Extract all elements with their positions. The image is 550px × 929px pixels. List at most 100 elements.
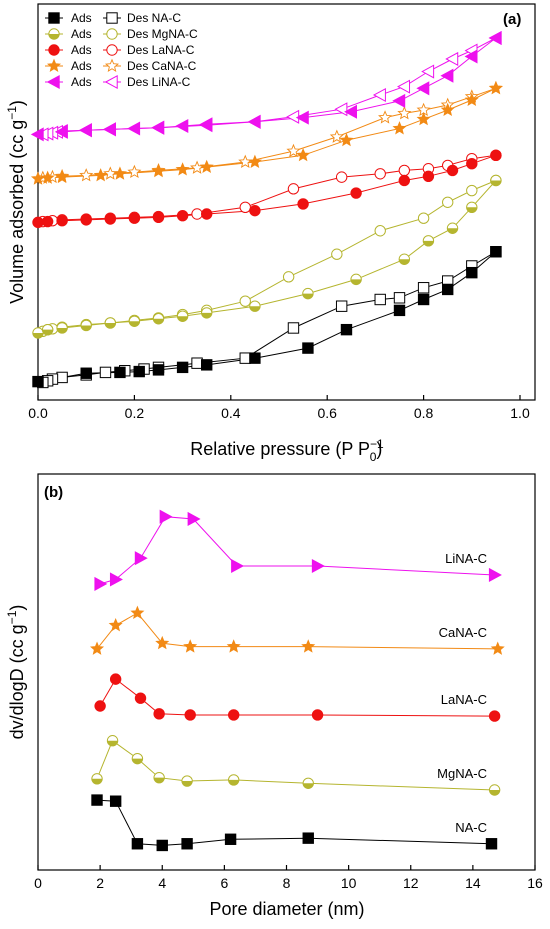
- des-point: [374, 225, 386, 237]
- legend-row-lina-c: Ads Des LiNA-C: [45, 74, 191, 90]
- data-point: [109, 795, 122, 807]
- ads-point: [80, 319, 92, 332]
- series-line: [99, 516, 495, 585]
- data-point: [109, 572, 123, 587]
- x-tick-label: 16: [527, 875, 543, 891]
- series-mgna-c: [32, 174, 502, 339]
- legend-des-marker: [106, 28, 118, 40]
- panel-b: (b) 0 2 4 6 8 10 12 14 16 NA-C MgNA-C LaNA-C CaNA-C…: [5, 473, 543, 919]
- des-point: [127, 164, 142, 179]
- data-point: [302, 832, 314, 844]
- data-point: [155, 635, 170, 650]
- ads-point: [41, 323, 54, 336]
- panel-a-series: [30, 30, 503, 389]
- x-tick-label: 0: [34, 875, 42, 891]
- des-line: [42, 180, 497, 332]
- x-tick-label: 10: [341, 875, 357, 891]
- des-point: [238, 154, 253, 168]
- data-point: [90, 641, 105, 655]
- panel-b-x-axis-title: Pore diameter (nm): [209, 899, 364, 919]
- ads-point: [398, 174, 411, 187]
- ads-point: [201, 359, 213, 371]
- ads-line: [37, 251, 497, 383]
- ads-point: [398, 253, 411, 265]
- ads-point: [249, 352, 261, 364]
- ads-point: [442, 283, 454, 296]
- x-tick-label: 0.6: [317, 405, 337, 421]
- legend-ads-marker: [46, 74, 60, 90]
- data-point: [134, 551, 148, 566]
- legend-des-label: Des MgNA-C: [127, 27, 198, 41]
- ads-point: [32, 327, 44, 339]
- des-point: [374, 168, 386, 180]
- data-point: [156, 839, 168, 852]
- x-tick-label: 14: [465, 875, 481, 891]
- ads-point: [199, 117, 213, 132]
- des-point: [397, 79, 411, 94]
- series-lina-c: [30, 30, 502, 142]
- des-point: [445, 51, 459, 66]
- ads-point: [464, 92, 479, 106]
- series-na-c: [91, 794, 498, 852]
- des-point: [397, 106, 412, 120]
- panel-b-y-axis-title: dv/dlogD (cc g−1): [5, 605, 27, 740]
- data-point: [108, 617, 123, 632]
- des-point: [421, 64, 435, 79]
- des-point: [442, 196, 454, 208]
- ads-point: [56, 215, 68, 227]
- des-point: [335, 300, 348, 312]
- ads-point: [104, 213, 117, 225]
- ads-point: [128, 315, 141, 327]
- panel-b-series-labels: NA-C MgNA-C LaNA-C CaNA-C LiNA-C: [437, 551, 487, 835]
- ads-point: [417, 293, 430, 306]
- ads-point: [416, 81, 430, 96]
- data-point: [109, 673, 122, 685]
- ads-point: [392, 93, 406, 108]
- data-point: [134, 692, 147, 704]
- data-point: [106, 735, 119, 747]
- ads-point: [350, 187, 362, 199]
- data-point: [301, 639, 316, 653]
- des-point: [239, 201, 251, 213]
- panel-a-x-axis-title: Relative pressure (P P−1 0): [190, 437, 384, 464]
- ads-point: [32, 216, 44, 229]
- x-tick-label: 0.4: [221, 405, 241, 421]
- ads-point: [201, 208, 213, 220]
- ads-point: [55, 169, 70, 184]
- legend-ads-label: Ads: [71, 43, 92, 57]
- x-tick-label: 6: [220, 875, 228, 891]
- ads-point: [466, 158, 478, 170]
- data-point: [184, 709, 196, 721]
- des-point: [398, 164, 411, 177]
- ads-point: [344, 104, 357, 119]
- x-tick-label: 2: [96, 875, 104, 891]
- legend-ads-label: Ads: [71, 59, 92, 73]
- ads-point: [80, 367, 92, 379]
- des-point: [331, 248, 343, 260]
- ads-point: [127, 121, 141, 136]
- ads-point: [93, 168, 108, 182]
- data-point: [488, 567, 502, 583]
- data-point: [226, 639, 241, 653]
- data-point: [231, 558, 245, 574]
- ads-point: [247, 154, 262, 168]
- data-point: [130, 605, 145, 620]
- ads-point: [128, 212, 141, 224]
- data-point: [485, 838, 498, 850]
- legend-ads-label: Ads: [71, 11, 92, 25]
- ads-point: [176, 310, 189, 322]
- series-line: [96, 612, 498, 650]
- data-point: [94, 700, 106, 712]
- data-point: [488, 710, 501, 722]
- des-point: [56, 371, 68, 384]
- ads-point: [466, 201, 478, 213]
- ads-point: [339, 132, 354, 147]
- series-label-lana-c: LaNA-C: [441, 692, 487, 707]
- ads-point: [488, 30, 502, 46]
- panel-b-frame: [37, 473, 536, 871]
- ads-point: [114, 366, 126, 379]
- ads-point: [104, 317, 117, 329]
- des-point: [239, 295, 251, 307]
- ads-point: [176, 361, 189, 374]
- data-point: [153, 708, 165, 720]
